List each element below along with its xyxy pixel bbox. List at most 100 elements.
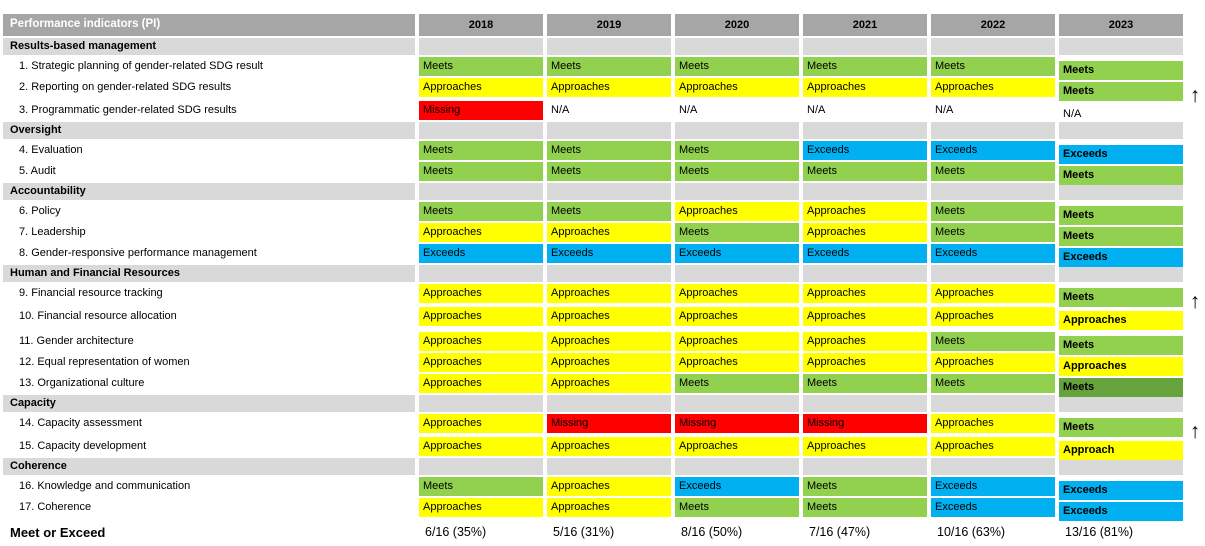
indicator-row: 14. Capacity assessment Approaches Missing… — [3, 414, 1205, 442]
status-cell: Approaches — [419, 223, 543, 242]
arrow-slot — [1187, 141, 1203, 160]
arrow-slot: ↑ — [1187, 284, 1203, 312]
section-row: Accountability — [3, 183, 1205, 200]
status-cell: Approaches — [547, 374, 671, 393]
section-row: Human and Financial Resources — [3, 265, 1205, 282]
status-cell: Meets — [931, 57, 1055, 76]
status-cell: Meets — [675, 162, 799, 181]
section-cell — [803, 265, 927, 282]
status-cell: Exceeds — [1059, 248, 1183, 267]
arrow-slot: ↑ — [1187, 414, 1203, 442]
status-cell: Exceeds — [931, 477, 1055, 496]
section-cell — [931, 183, 1055, 200]
status-cell: Meets — [419, 202, 543, 221]
indicator-label: 10. Financial resource allocation — [19, 310, 177, 322]
header-year-2020: 2020 — [675, 14, 799, 36]
status-cell: Meets — [675, 141, 799, 160]
status-cell: Meets — [419, 141, 543, 160]
arrow-slot — [1187, 38, 1203, 55]
summary-value-2023: 13/16 (81%) — [1065, 524, 1134, 539]
status-cell: Approaches — [931, 414, 1055, 433]
section-title: Accountability — [3, 183, 415, 200]
status-cell: Meets — [675, 223, 799, 242]
status-cell: Approaches — [419, 307, 543, 326]
status-cell: Exceeds — [675, 477, 799, 496]
status-cell: Meets — [547, 202, 671, 221]
indicator-row: 15. Capacity development Approaches Approa… — [3, 437, 1205, 460]
status-cell: Approaches — [419, 437, 543, 456]
status-cell: Approaches — [675, 78, 799, 97]
status-cell: Approaches — [547, 353, 671, 372]
status-cell: Missing — [803, 414, 927, 433]
summary-value-2019: 5/16 (31%) — [553, 524, 615, 539]
status-cell: Exceeds — [1059, 145, 1183, 164]
status-cell: Exceeds — [1059, 481, 1183, 500]
status-cell: Approaches — [547, 437, 671, 456]
status-cell: Approaches — [931, 307, 1055, 326]
section-cell — [1059, 395, 1183, 412]
status-cell: Approaches — [931, 353, 1055, 372]
status-cell: Approaches — [931, 78, 1055, 97]
header-year-2023: 2023 — [1059, 14, 1183, 36]
section-cell — [931, 458, 1055, 475]
status-cell: Meets — [803, 477, 927, 496]
indicator-row: 12. Equal representation of women Approac… — [3, 353, 1205, 376]
status-cell: Meets — [803, 374, 927, 393]
trend-up-arrow-icon: ↑ — [1189, 290, 1201, 313]
indicator-row: 5. Audit Meets Meets Meets Meets Meets Meets — [3, 162, 1205, 185]
status-cell: Meets — [547, 57, 671, 76]
header-year-2022: 2022 — [931, 14, 1055, 36]
status-cell: Meets — [419, 162, 543, 181]
status-cell: Meets — [419, 477, 543, 496]
status-cell: Missing — [419, 101, 543, 120]
section-cell — [931, 395, 1055, 412]
status-cell: Meets — [675, 57, 799, 76]
status-cell: Meets — [547, 162, 671, 181]
arrow-slot — [1187, 498, 1203, 517]
section-row: Coherence — [3, 458, 1205, 475]
indicator-row: 9. Financial resource tracking Approaches… — [3, 284, 1205, 312]
status-cell: Exceeds — [803, 141, 927, 160]
section-cell — [1059, 122, 1183, 139]
arrow-slot: ↑ — [1187, 78, 1203, 106]
indicator-row: 6. Policy Meets Meets Approaches Approaches M… — [3, 202, 1205, 225]
status-cell: Approaches — [931, 284, 1055, 303]
status-cell: Meets — [1059, 227, 1183, 246]
status-cell: Approaches — [803, 284, 927, 303]
arrow-slot — [1187, 265, 1203, 282]
section-cell — [547, 183, 671, 200]
indicator-label: 17. Coherence — [19, 501, 92, 513]
header-year-2018: 2018 — [419, 14, 543, 36]
section-title: Coherence — [3, 458, 415, 475]
indicator-label: 6. Policy — [19, 205, 61, 217]
section-cell — [675, 458, 799, 475]
indicator-row: 13. Organizational culture Approaches Appr… — [3, 374, 1205, 397]
indicator-label: 16. Knowledge and communication — [19, 480, 191, 492]
status-cell: Approaches — [547, 223, 671, 242]
header-performance-indicators: Performance indicators (PI) — [3, 14, 415, 36]
indicator-label: 12. Equal representation of women — [19, 356, 190, 368]
status-cell: Meets — [1059, 206, 1183, 225]
status-cell: Approaches — [547, 477, 671, 496]
status-cell: Meets — [1059, 336, 1183, 355]
arrow-slot — [1187, 244, 1203, 263]
status-cell: N/A — [807, 104, 826, 116]
header-year-2019: 2019 — [547, 14, 671, 36]
status-cell: Meets — [1059, 288, 1183, 307]
header-year-2021: 2021 — [803, 14, 927, 36]
arrow-slot — [1187, 202, 1203, 221]
arrow-slot — [1187, 223, 1203, 242]
status-cell: Approaches — [675, 202, 799, 221]
section-cell — [547, 458, 671, 475]
summary-value-2020: 8/16 (50%) — [681, 524, 743, 539]
status-cell: Meets — [675, 374, 799, 393]
summary-row: Meet or Exceed 6/16 (35%) 5/16 (31%) 8/1… — [3, 520, 1205, 544]
indicator-row: 17. Coherence Approaches Approaches Meets Me… — [3, 498, 1205, 521]
status-cell: Approaches — [931, 437, 1055, 456]
arrow-slot — [1187, 458, 1203, 475]
status-cell: Meets — [1059, 166, 1183, 185]
indicator-label: 4. Evaluation — [19, 144, 83, 156]
status-cell: N/A — [1063, 108, 1082, 120]
section-cell — [547, 265, 671, 282]
